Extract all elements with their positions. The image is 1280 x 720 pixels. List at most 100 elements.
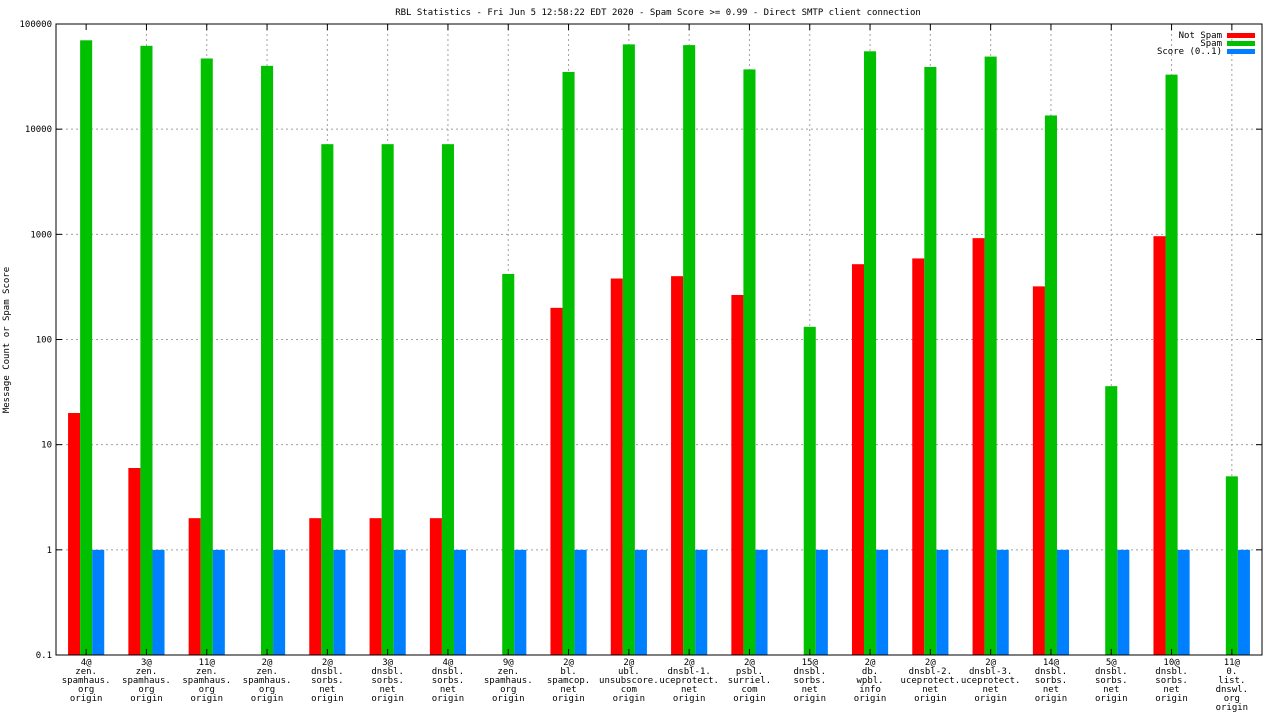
bar-not-spam [972,238,985,655]
bar-not-spam [851,264,865,655]
bar-not-spam [128,467,141,655]
bar-spam [803,326,816,655]
x-tick-label: 3@ dnsbl. sorbs. net origin [371,658,404,704]
bar-spam [622,44,635,655]
x-tick-label: 2@ ubl. unsubscore. com origin [599,658,659,704]
x-tick-label-line: origin [130,694,163,704]
x-tick-label-line: 15@ [802,658,819,668]
bar-spam [502,273,515,655]
bar-not-spam [671,276,684,655]
x-tick-label-line: list. [1218,676,1245,686]
x-tick-label-line: unsubscore. [599,676,659,686]
legend-label: Score (0..1) [1157,47,1222,57]
bar-not-spam [309,518,322,655]
x-tick-label-line: spamhaus. [122,676,171,686]
x-tick-label-line: origin [974,694,1007,704]
bar-spam [140,45,153,655]
x-tick-label-line: dnswl. [1216,685,1249,695]
x-tick-label-line: sorbs. [793,676,826,686]
x-tick-label-line: 2@ [563,658,574,668]
bar-score-0-1 [1117,549,1130,655]
x-tick-label-line: dnsbl. [1035,667,1068,677]
bar-not-spam [550,307,563,655]
bar-spam [1105,386,1118,655]
x-tick-label-line: origin [492,694,525,704]
x-tick-label: 14@ dnsbl. sorbs. net origin [1035,658,1068,704]
legend-swatch [1227,49,1255,54]
bar-score-0-1 [333,549,346,655]
x-tick-label-line: 2@ [623,658,634,668]
bar-score-0-1 [514,549,527,655]
bar-spam [381,144,394,655]
x-tick-label: 2@ dnsbl-3. uceprotect. net origin [961,658,1021,704]
x-tick-label-line: com [621,685,637,695]
x-tick-label-line: sorbs. [1095,676,1128,686]
bar-not-spam [1153,236,1166,655]
bar-not-spam [68,413,81,655]
x-tick-label-line: 2@ [322,658,333,668]
x-tick-label-line: net [440,685,456,695]
x-tick-label-line: spamcop. [547,676,590,686]
x-tick-label: 11@ 0. list. dnswl. org origin [1216,658,1249,713]
x-tick-label-line: zen. [497,667,519,677]
x-tick-label-line: dnsbl. [1095,667,1128,677]
x-tick-label: 3@ zen. spamhaus. org origin [122,658,171,704]
x-tick-label-line: db. [862,667,878,677]
legend-swatch [1227,41,1255,46]
bar-score-0-1 [212,549,225,655]
bar-score-0-1 [273,549,286,655]
x-tick-label-line: org [1224,694,1240,704]
x-tick-label-line: origin [1216,703,1249,713]
bar-not-spam [610,278,623,655]
x-tick-label-line: 9@ [503,658,514,668]
x-tick-label-line: zen. [136,667,158,677]
x-tick-label-line: origin [914,694,947,704]
x-tick-label-line: dnsbl. [371,667,404,677]
x-tick-label-line: net [319,685,335,695]
bar-score-0-1 [92,549,105,655]
bar-score-0-1 [876,549,889,655]
bar-score-0-1 [996,549,1009,655]
x-tick-label-line: origin [311,694,344,704]
bar-score-0-1 [152,549,165,655]
x-tick-label-line: origin [190,694,223,704]
x-tick-label-line: dnsbl-1. [667,667,710,677]
bar-spam [1165,74,1178,655]
x-tick-label-line: spamhaus. [182,676,231,686]
x-tick-label: 9@ zen. spamhaus. org origin [484,658,533,704]
x-tick-label-line: origin [793,694,826,704]
x-tick-label-line: psbl. [736,667,763,677]
y-tick-label: 100000 [19,20,52,30]
x-tick-label-line: sorbs. [311,676,344,686]
x-tick-label-line: origin [70,694,103,704]
bar-spam [743,69,756,656]
x-tick-label-line: dnsbl-3. [969,667,1012,677]
y-tick-label: 10000 [25,125,52,135]
x-tick-label-line: org [500,685,516,695]
x-tick-label-line: zen. [256,667,278,677]
x-tick-label-line: origin [613,694,646,704]
bar-score-0-1 [695,549,708,655]
x-tick-label-line: dnsbl. [311,667,344,677]
x-tick-label: 4@ zen. spamhaus. org origin [62,658,111,704]
bar-score-0-1 [574,549,587,655]
legend-swatch [1227,33,1255,38]
x-tick-label-line: origin [1095,694,1128,704]
chart-title: RBL Statistics - Fri Jun 5 12:58:22 EDT … [395,8,921,18]
x-tick-label-line: net [1043,685,1059,695]
x-tick-label: 10@ dnsbl. sorbs. net origin [1155,658,1188,704]
y-tick-label: 1 [47,546,52,556]
x-tick-label-line: uceprotect. [901,676,961,686]
x-tick-label-line: dnsbl-2. [909,667,952,677]
bar-spam [200,58,213,655]
bar-not-spam [1032,286,1045,655]
x-tick-label-line: 3@ [382,658,393,668]
x-tick-label-line: 11@ [1224,658,1241,668]
bar-spam [261,65,274,655]
bar-spam [864,51,877,656]
bar-not-spam [429,518,442,655]
legend-label: Spam [1200,39,1222,49]
bar-score-0-1 [936,549,949,655]
bar-spam [562,71,575,655]
